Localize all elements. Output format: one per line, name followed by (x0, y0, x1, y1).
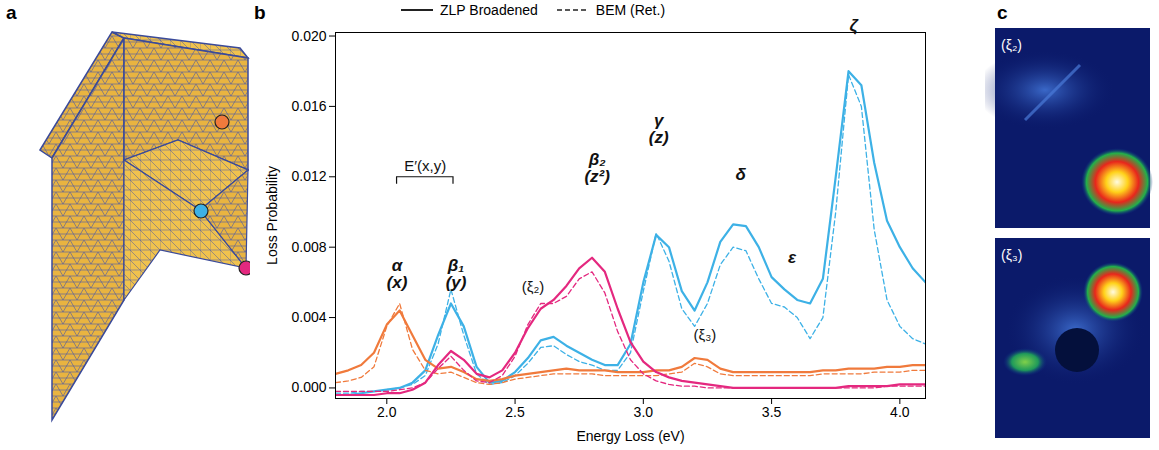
svg-text:0.012: 0.012 (291, 168, 326, 184)
svg-text:2.5: 2.5 (505, 404, 525, 420)
svg-text:(ξ₃): (ξ₃) (1001, 247, 1022, 263)
svg-text:γ(z): γ(z) (649, 111, 669, 147)
html-text:b: b (254, 2, 266, 23)
svg-text:(ξ₂): (ξ₂) (1001, 37, 1022, 53)
svg-text:4.0: 4.0 (890, 404, 910, 420)
svg-text:β₂(z²): β₂(z²) (584, 150, 610, 186)
svg-text:δ: δ (736, 165, 747, 184)
svg-text:2.0: 2.0 (377, 404, 397, 420)
svg-text:Loss Probability: Loss Probability (264, 166, 280, 265)
html-text:ZLP Broadened: ZLP Broadened (440, 2, 538, 18)
svg-text:0.008: 0.008 (291, 239, 326, 255)
svg-text:(ξ₃): (ξ₃) (693, 326, 716, 343)
html-text:c: c (997, 2, 1008, 23)
svg-text:0.004: 0.004 (291, 309, 326, 325)
svg-text:ζ: ζ (849, 16, 859, 35)
html-text:BEM (Ret.): BEM (Ret.) (595, 2, 666, 18)
svg-text:β₁(y): β₁(y) (446, 256, 467, 292)
svg-text:0.016: 0.016 (291, 98, 326, 114)
svg-text:0.000: 0.000 (291, 379, 326, 395)
svg-text:3.0: 3.0 (634, 404, 654, 420)
svg-text:(ξ₂): (ξ₂) (522, 278, 545, 295)
html-text:a: a (6, 2, 17, 23)
svg-text:0.020: 0.020 (291, 27, 326, 43)
svg-text:E′(x,y): E′(x,y) (404, 157, 446, 174)
svg-text:Energy Loss (eV): Energy Loss (eV) (576, 428, 684, 444)
svg-text:3.5: 3.5 (762, 404, 782, 420)
svg-text:ε: ε (788, 248, 797, 267)
svg-text:α(x): α(x) (387, 256, 408, 292)
